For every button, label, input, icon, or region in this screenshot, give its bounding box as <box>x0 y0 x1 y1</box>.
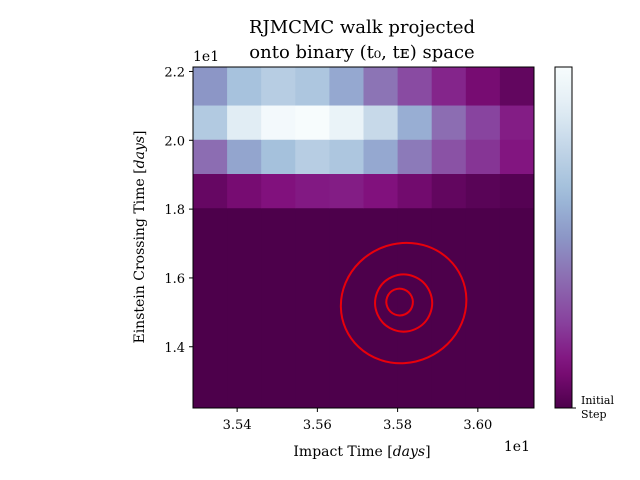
heatmap-cell <box>261 173 296 209</box>
heatmap-cell <box>397 105 433 140</box>
heatmap-cell <box>329 139 364 174</box>
heatmap-cell <box>397 139 433 174</box>
x-tick-label: 3.60 <box>463 418 492 433</box>
heatmap-cell <box>193 139 228 174</box>
heatmap-cell <box>295 139 330 174</box>
colorbar-label-line1: Initial <box>581 394 614 407</box>
heatmap-cell <box>227 67 262 106</box>
heatmap-cell <box>499 139 534 174</box>
heatmap-cell <box>329 207 364 408</box>
contour-line <box>385 287 414 317</box>
heatmap-cell <box>465 139 501 174</box>
heatmap-cell <box>397 173 433 209</box>
y-tick-label: 2.2 <box>164 65 185 80</box>
contour-line <box>339 241 468 365</box>
chart-title-line2: onto binary (t₀, tᴇ) space <box>249 42 474 63</box>
heatmap-cell <box>363 207 399 408</box>
heatmap-cell <box>295 105 330 140</box>
heatmap-cell <box>227 173 262 209</box>
heatmap-cell <box>499 67 534 106</box>
heatmap-cell <box>499 105 534 140</box>
heatmap-cell <box>295 173 330 209</box>
y-axis: 1.4 1.6 1.8 2.0 2.2 <box>164 65 193 356</box>
heatmap-cell <box>465 173 501 209</box>
y-tick-label: 1.6 <box>164 272 185 287</box>
heatmap-cells <box>193 67 534 408</box>
heatmap-cell <box>431 105 467 140</box>
y-tick-label: 2.0 <box>164 134 185 149</box>
heatmap-cell <box>465 207 501 408</box>
heatmap-cell <box>329 67 364 106</box>
heatmap-cell <box>193 173 228 209</box>
heatmap-cell <box>261 105 296 140</box>
heatmap-cell <box>363 173 399 209</box>
heatmap-cell <box>261 207 296 408</box>
x-offset-text: 1e1 <box>504 439 530 455</box>
x-tick-label: 3.54 <box>223 418 252 433</box>
x-axis-label: Impact Time [days] <box>293 444 430 460</box>
heatmap-cell <box>193 207 228 408</box>
heatmap-cell <box>227 139 262 174</box>
heatmap-cell <box>363 67 399 106</box>
plot-area <box>192 66 535 409</box>
heatmap-cell <box>465 105 501 140</box>
plot-frame <box>192 66 535 409</box>
contour-line <box>374 273 434 333</box>
heatmap-cell <box>227 207 262 408</box>
heatmap-cell <box>431 173 467 209</box>
heatmap-cell <box>193 67 228 106</box>
heatmap-cell <box>227 105 262 140</box>
heatmap-cell <box>397 207 433 408</box>
heatmap-cell <box>465 67 501 106</box>
heatmap-cell <box>193 105 228 140</box>
y-tick-label: 1.4 <box>164 341 185 356</box>
heatmap-cell <box>261 139 296 174</box>
heatmap-cell <box>261 67 296 106</box>
heatmap-cell <box>329 105 364 140</box>
heatmap-cell <box>431 67 467 106</box>
heatmap-cell <box>431 139 467 174</box>
chart-title-line1: RJMCMC walk projected <box>249 17 475 38</box>
y-axis-label: Einstein Crossing Time [days] <box>132 130 148 343</box>
contour-group <box>339 241 468 365</box>
heatmap-cell <box>295 67 330 106</box>
y-offset-text: 1e1 <box>193 49 219 65</box>
heatmap-cell <box>499 173 534 209</box>
heatmap-cell <box>295 207 330 408</box>
x-tick-label: 3.56 <box>303 418 332 433</box>
colorbar-frame <box>554 66 573 409</box>
heatmap-cell <box>397 67 433 106</box>
colorbar: Initial Step <box>554 66 614 421</box>
colorbar-gradient <box>555 67 572 408</box>
heatmap-cell <box>499 207 534 408</box>
heatmap-cell <box>363 105 399 140</box>
y-tick-label: 1.8 <box>164 203 185 218</box>
x-axis: 3.54 3.56 3.58 3.60 <box>223 408 492 433</box>
x-tick-label: 3.58 <box>383 418 412 433</box>
heatmap-cell <box>431 207 467 408</box>
heatmap-cell <box>363 139 399 174</box>
colorbar-label-line2: Step <box>581 408 607 421</box>
heatmap-cell <box>329 173 364 209</box>
